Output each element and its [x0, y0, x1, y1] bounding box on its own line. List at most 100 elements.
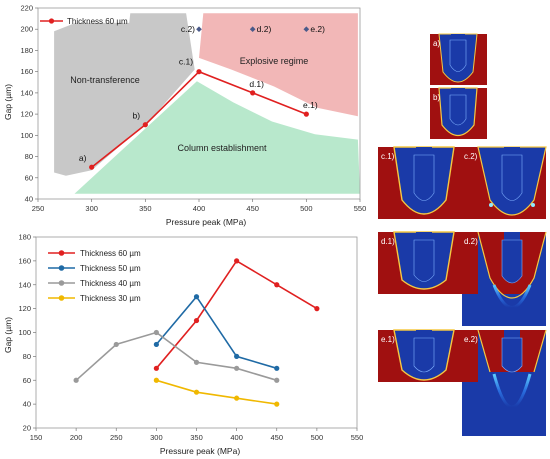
top-y-tick-label: 200 [20, 25, 33, 34]
extra-point-label: e.2) [310, 24, 325, 34]
bottom-data-point [193, 389, 200, 395]
legend-label-40um: Thickness 40 µm [80, 279, 141, 288]
point-label: d.1) [249, 79, 264, 89]
sim-label-d2: d.2) [464, 237, 478, 246]
top-chart-axes: 250 300 350 400 450 500 550 40 60 80 100 120 140 160 1… [20, 4, 366, 214]
region-0 [54, 13, 195, 176]
region-label-explosive-regime: Explosive regime [240, 56, 309, 66]
sim-label-e1: e.1) [381, 335, 395, 344]
bottom-chart-legend: Thickness 60 µm Thickness 50 µm Thicknes… [48, 249, 141, 303]
bottom-x-tick-label: 350 [190, 433, 203, 442]
sim-panel-a: a) [430, 33, 487, 85]
top-data-point [89, 164, 95, 170]
top-y-tick-label: 60 [25, 173, 33, 182]
bottom-y-tick-label: 160 [18, 256, 31, 265]
sim-panel-b: b) [430, 87, 487, 139]
bottom-data-point [153, 341, 159, 348]
top-y-tick-label: 100 [20, 131, 33, 140]
legend-label-30um: Thickness 30 µm [80, 294, 141, 303]
point-label: c.1) [179, 57, 193, 67]
extra-point [196, 26, 202, 33]
sim-panel-d: d.1) d.2) [378, 231, 547, 326]
top-x-tick-label: 500 [300, 204, 313, 213]
bottom-y-axis-title: Gap (µm) [3, 317, 13, 353]
bottom-chart-background [0, 231, 372, 459]
sim-panel-e: e.1) e.2) [378, 329, 547, 436]
bottom-data-point [153, 377, 159, 383]
bottom-series-line-1 [155, 295, 278, 370]
bottom-data-point [234, 353, 240, 359]
region-1 [199, 13, 358, 117]
top-y-tick-label: 80 [25, 152, 33, 161]
top-chart-region-labels: Non-transference Explosive regime Column… [70, 56, 308, 153]
bottom-x-tick-label: 150 [30, 433, 43, 442]
bottom-data-point [234, 258, 240, 264]
bottom-x-tick-label: 500 [311, 433, 324, 442]
sim-label-c2: c.2) [464, 152, 478, 161]
region-label-non-transference: Non-transference [70, 75, 140, 85]
top-x-tick-label: 450 [246, 204, 259, 213]
bottom-y-tick-label: 140 [18, 280, 31, 289]
top-data-point [250, 90, 256, 96]
bottom-data-point [274, 401, 280, 407]
bottom-y-tick-label: 20 [23, 424, 31, 433]
sim-label-a: a) [433, 39, 440, 48]
bottom-y-tick-label: 100 [18, 328, 31, 337]
top-data-point [303, 111, 309, 117]
top-data-point [196, 69, 202, 75]
bottom-x-tick-label: 400 [230, 433, 243, 442]
bottom-data-point [193, 317, 200, 324]
point-label: a) [79, 153, 87, 163]
bottom-data-point [274, 377, 280, 383]
top-data-point [142, 122, 148, 128]
top-x-tick-label: 300 [85, 204, 98, 213]
top-chart-legend: Thickness 60 µm [40, 17, 128, 26]
bottom-y-tick-label: 60 [23, 376, 31, 385]
bottom-x-tick-label: 250 [110, 433, 123, 442]
top-chart-regions [54, 13, 360, 194]
bottom-data-point [274, 282, 280, 288]
bottom-data-point [153, 329, 159, 336]
bottom-data-point [314, 306, 320, 312]
bottom-series-line-2 [75, 331, 278, 382]
legend-marker-30um [58, 295, 65, 301]
point-label: e.1) [303, 100, 318, 110]
top-y-axis-title: Gap (µm) [3, 84, 13, 120]
bottom-x-tick-label: 450 [270, 433, 283, 442]
extra-point [303, 26, 310, 33]
bottom-x-tick-label: 200 [70, 433, 83, 442]
legend-label-60um: Thickness 60 µm [80, 249, 141, 258]
legend-label-60um: Thickness 60 µm [67, 17, 128, 26]
bottom-x-tick-label: 550 [351, 433, 364, 442]
extra-point-label: d.2) [257, 24, 272, 34]
top-x-tick-label: 250 [32, 204, 45, 213]
sim-label-d1: d.1) [381, 237, 395, 246]
top-x-tick-label: 550 [354, 204, 367, 213]
bottom-data-point [113, 341, 119, 348]
bottom-chart-series [73, 258, 320, 407]
top-chart: 250 300 350 400 450 500 550 40 60 80 100 120 140 160 1… [0, 0, 372, 231]
region-label-column-establishment: Column establishment [177, 143, 267, 153]
bottom-chart: 150 200 250 300 350 400 450 500 550 20 40 60 80 100 12… [0, 231, 372, 459]
top-y-tick-label: 140 [20, 88, 33, 97]
bottom-data-point [274, 365, 280, 371]
top-y-tick-label: 220 [20, 4, 33, 13]
bottom-data-point [73, 377, 79, 383]
top-x-axis-title: Pressure peak (MPa) [166, 217, 246, 227]
bottom-data-point [193, 294, 200, 300]
bottom-data-point [153, 365, 159, 371]
bottom-data-point [234, 395, 240, 401]
extra-point [249, 26, 256, 33]
top-y-tick-label: 180 [20, 46, 33, 55]
top-y-tick-label: 40 [25, 195, 33, 204]
legend-marker-60um [48, 18, 55, 24]
bottom-x-axis-title: Pressure peak (MPa) [160, 446, 240, 456]
bottom-series-line-3 [156, 379, 277, 405]
bottom-x-tick-label: 300 [150, 433, 163, 442]
sim-panel-c: c.1) c.2) [378, 146, 547, 219]
bottom-data-point [193, 359, 200, 365]
top-y-tick-label: 160 [20, 67, 33, 76]
region-2 [74, 81, 360, 194]
legend-marker-50um [58, 265, 65, 271]
bottom-y-tick-label: 80 [23, 352, 31, 361]
